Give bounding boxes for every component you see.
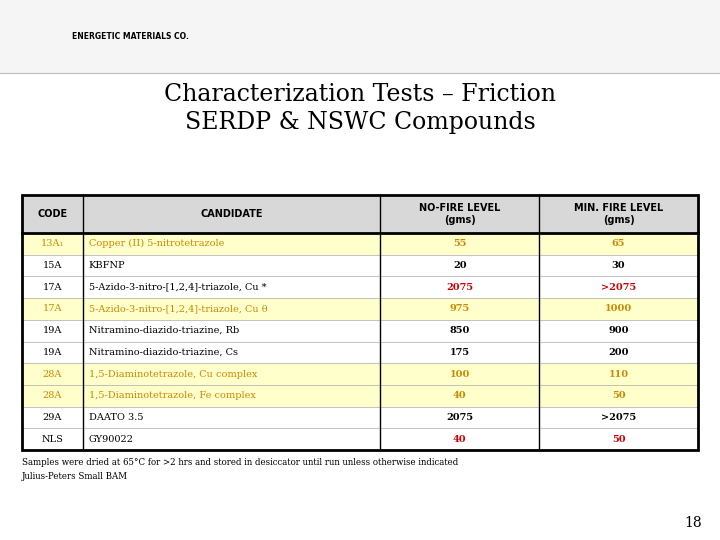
Bar <box>22 195 698 450</box>
Text: 5-Azido-3-nitro-[1,2,4]-triazole, Cu *: 5-Azido-3-nitro-[1,2,4]-triazole, Cu * <box>89 283 266 292</box>
Text: 2075: 2075 <box>446 283 473 292</box>
Text: 2075: 2075 <box>446 413 473 422</box>
Bar <box>22 341 698 363</box>
Text: 17A: 17A <box>42 305 62 313</box>
Text: 40: 40 <box>453 435 467 444</box>
Text: CANDIDATE: CANDIDATE <box>200 209 263 219</box>
Text: 175: 175 <box>450 348 469 357</box>
Text: 110: 110 <box>608 369 629 379</box>
Text: 100: 100 <box>449 369 470 379</box>
Text: Characterization Tests – Friction: Characterization Tests – Friction <box>164 83 556 106</box>
Text: NO-FIRE LEVEL
(gms): NO-FIRE LEVEL (gms) <box>419 203 500 225</box>
Bar <box>0 0 720 73</box>
Text: 200: 200 <box>608 348 629 357</box>
Text: >2075: >2075 <box>601 283 636 292</box>
Bar <box>22 363 698 385</box>
Text: CODE: CODE <box>37 209 68 219</box>
Text: Samples were dried at 65°C for >2 hrs and stored in desiccator until run unless : Samples were dried at 65°C for >2 hrs an… <box>22 458 458 467</box>
Bar <box>22 195 698 233</box>
Text: 29A: 29A <box>42 413 62 422</box>
Bar <box>22 428 698 450</box>
Text: 1,5-Diaminotetrazole, Fe complex: 1,5-Diaminotetrazole, Fe complex <box>89 392 256 400</box>
Text: 975: 975 <box>449 305 470 313</box>
Text: MIN. FIRE LEVEL
(gms): MIN. FIRE LEVEL (gms) <box>574 203 663 225</box>
Text: GY90022: GY90022 <box>89 435 134 444</box>
Text: 850: 850 <box>449 326 470 335</box>
Text: 19A: 19A <box>42 348 62 357</box>
Text: Julius-Peters Small BAM: Julius-Peters Small BAM <box>22 472 128 481</box>
Text: Copper (II) 5-nitrotetrazole: Copper (II) 5-nitrotetrazole <box>89 239 224 248</box>
Text: 28A: 28A <box>42 369 62 379</box>
Text: 19A: 19A <box>42 326 62 335</box>
Text: ENERGETIC MATERIALS CO.: ENERGETIC MATERIALS CO. <box>71 32 189 41</box>
Text: 13A₁: 13A₁ <box>41 239 64 248</box>
Text: 18: 18 <box>685 516 702 530</box>
Bar <box>22 385 698 407</box>
Bar <box>22 320 698 341</box>
Text: SERDP & NSWC Compounds: SERDP & NSWC Compounds <box>184 111 536 134</box>
Text: 40: 40 <box>453 392 467 400</box>
Text: 65: 65 <box>612 239 625 248</box>
Bar <box>22 255 698 276</box>
Text: Nitramino-diazido-triazine, Cs: Nitramino-diazido-triazine, Cs <box>89 348 238 357</box>
Text: DAATO 3.5: DAATO 3.5 <box>89 413 143 422</box>
Text: NLS: NLS <box>42 435 63 444</box>
Text: 17A: 17A <box>42 283 62 292</box>
Text: 50: 50 <box>612 392 626 400</box>
Text: KBFNP: KBFNP <box>89 261 125 270</box>
Bar <box>22 407 698 428</box>
Text: 28A: 28A <box>42 392 62 400</box>
Text: Nitramino-diazido-triazine, Rb: Nitramino-diazido-triazine, Rb <box>89 326 239 335</box>
Text: 20: 20 <box>453 261 467 270</box>
Text: 50: 50 <box>612 435 626 444</box>
Bar <box>22 233 698 255</box>
Bar <box>22 298 698 320</box>
Text: 1000: 1000 <box>605 305 632 313</box>
Text: 900: 900 <box>608 326 629 335</box>
Text: 1,5-Diaminotetrazole, Cu complex: 1,5-Diaminotetrazole, Cu complex <box>89 369 257 379</box>
Text: 55: 55 <box>453 239 467 248</box>
Bar <box>22 276 698 298</box>
Text: 15A: 15A <box>42 261 62 270</box>
Text: >2075: >2075 <box>601 413 636 422</box>
Text: 30: 30 <box>612 261 626 270</box>
Text: 5-Azido-3-nitro-[1,2,4]-triazole, Cu θ: 5-Azido-3-nitro-[1,2,4]-triazole, Cu θ <box>89 305 267 313</box>
